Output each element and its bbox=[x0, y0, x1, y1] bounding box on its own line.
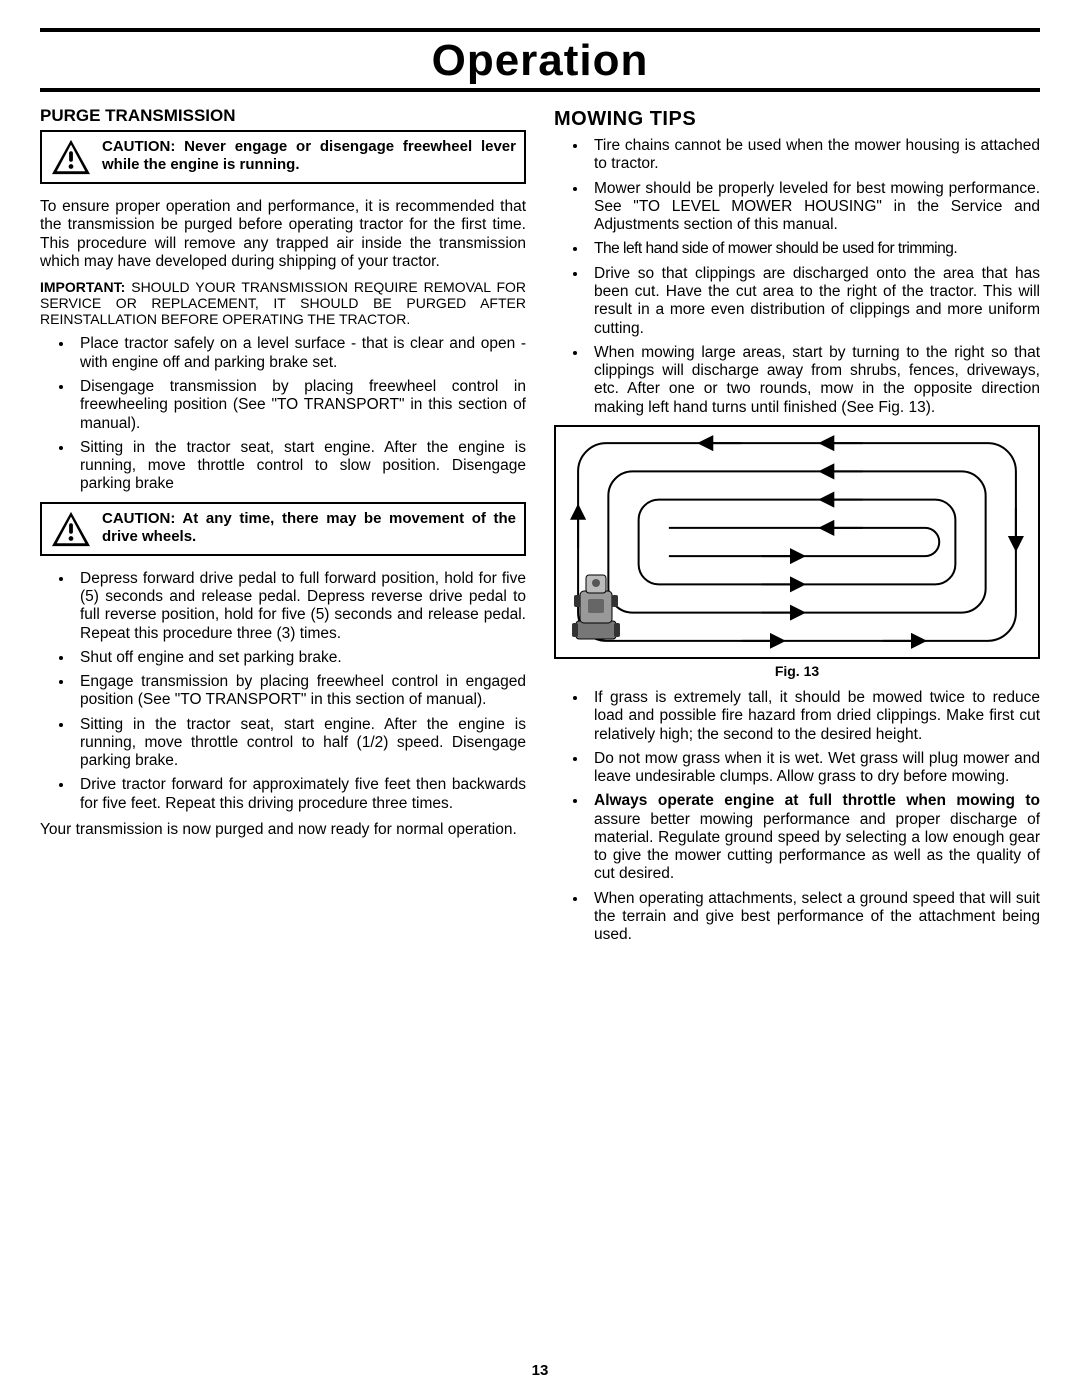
mowing-pattern-diagram bbox=[556, 427, 1038, 657]
list-item: Shut off engine and set parking brake. bbox=[74, 649, 526, 667]
under-title-rule bbox=[40, 88, 1040, 92]
caution-box-2: CAUTION: At any time, there may be movem… bbox=[40, 502, 526, 556]
caution-box-1: CAUTION: Never engage or disengage freew… bbox=[40, 130, 526, 184]
caution-text-2: CAUTION: At any time, there may be movem… bbox=[102, 510, 516, 546]
important-label: IMPORTANT: bbox=[40, 279, 125, 295]
list-item: When mowing large areas, start by turnin… bbox=[588, 344, 1040, 417]
list-item: Depress forward drive pedal to full forw… bbox=[74, 570, 526, 643]
bold-lead: Always operate engine at full throttle w… bbox=[594, 792, 1040, 809]
list-item: Disengage transmission by placing freewh… bbox=[74, 378, 526, 433]
list-item: Drive so that clippings are discharged o… bbox=[588, 265, 1040, 338]
important-para: IMPORTANT: SHOULD YOUR TRANSMISSION REQU… bbox=[40, 279, 526, 327]
purge-heading: PURGE TRANSMISSION bbox=[40, 106, 526, 126]
list-item: If grass is extremely tall, it should be… bbox=[588, 689, 1040, 744]
outro-para: Your transmission is now purged and now … bbox=[40, 821, 526, 839]
purge-list-1: Place tractor safely on a level surface … bbox=[40, 335, 526, 493]
manual-page: Operation PURGE TRANSMISSION CAUTION: Ne… bbox=[0, 0, 1080, 1397]
left-column: PURGE TRANSMISSION CAUTION: Never engage… bbox=[40, 102, 526, 953]
mowing-list-1: Tire chains cannot be used when the mowe… bbox=[554, 137, 1040, 417]
warning-icon bbox=[50, 138, 92, 176]
page-title: Operation bbox=[40, 36, 1040, 86]
list-item: When operating attachments, select a gro… bbox=[588, 890, 1040, 945]
top-rule bbox=[40, 28, 1040, 32]
caution-text-1: CAUTION: Never engage or disengage freew… bbox=[102, 138, 516, 174]
mowing-list-2: If grass is extremely tall, it should be… bbox=[554, 689, 1040, 945]
list-item: Mower should be properly leveled for bes… bbox=[588, 180, 1040, 235]
figure-caption: Fig. 13 bbox=[554, 663, 1040, 679]
list-item: Always operate engine at full throttle w… bbox=[588, 792, 1040, 883]
warning-icon bbox=[50, 510, 92, 548]
list-item: Drive tractor forward for approximately … bbox=[74, 776, 526, 813]
list-item: Do not mow grass when it is wet. Wet gra… bbox=[588, 750, 1040, 787]
list-item: Tire chains cannot be used when the mowe… bbox=[588, 137, 1040, 174]
mowing-heading: MOWING TIPS bbox=[554, 108, 1040, 131]
list-item: Sitting in the tractor seat, start engin… bbox=[74, 716, 526, 771]
list-item: Engage transmission by placing freewheel… bbox=[74, 673, 526, 710]
list-item: Place tractor safely on a level surface … bbox=[74, 335, 526, 372]
rest-text: assure better mowing performance and pro… bbox=[594, 811, 1040, 883]
intro-para: To ensure proper operation and performan… bbox=[40, 198, 526, 271]
figure-13 bbox=[554, 425, 1040, 659]
columns: PURGE TRANSMISSION CAUTION: Never engage… bbox=[40, 102, 1040, 953]
page-number: 13 bbox=[0, 1362, 1080, 1379]
list-item: Sitting in the tractor seat, start engin… bbox=[74, 439, 526, 494]
list-item: The left hand side of mower should be us… bbox=[588, 240, 1040, 258]
tractor-icon bbox=[570, 571, 622, 643]
purge-list-2: Depress forward drive pedal to full forw… bbox=[40, 570, 526, 813]
right-column: MOWING TIPS Tire chains cannot be used w… bbox=[554, 102, 1040, 953]
